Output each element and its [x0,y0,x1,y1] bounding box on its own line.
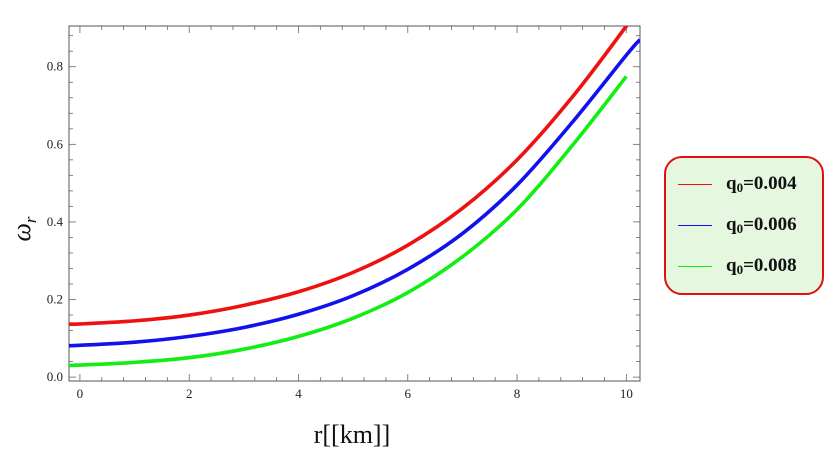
series-line-0 [69,26,629,326]
legend-label: q0=0.008 [726,254,797,277]
plot-frame [68,25,641,382]
legend: q0=0.004 q0=0.006 q0=0.008 [664,156,824,295]
x-tick-label: 8 [514,386,521,401]
y-axis-title-main: ω [7,223,36,241]
y-tick-label: 0.2 [47,292,63,307]
x-tick-label: 10 [620,386,633,401]
y-axis-title: ωr [7,216,40,241]
x-tick-label: 2 [186,386,193,401]
legend-item: q0=0.004 [678,173,797,195]
series-line-1 [69,38,640,348]
legend-swatch-green [678,265,712,267]
svg-text:ωr: ωr [7,216,40,241]
legend-label: q0=0.004 [726,172,797,195]
x-tick-label: 4 [295,386,302,401]
y-tick-label: 0.8 [47,59,63,74]
legend-label: q0=0.006 [726,213,797,236]
legend-item: q0=0.008 [678,255,797,277]
legend-item: q0=0.006 [678,214,797,236]
legend-swatch-red [678,183,712,185]
y-tick-label: 0.6 [47,136,64,151]
series-lines [69,26,640,368]
legend-swatch-blue [678,224,712,226]
y-axis-title-subscript: r [21,216,40,223]
x-tick-label: 0 [77,386,84,401]
y-tick-label: 0.4 [47,214,64,229]
axis-ticks: 0 2 4 6 8 10 0.0 0.2 0.4 0.6 0.8 [47,26,640,401]
y-tick-label: 0.0 [47,369,63,384]
series-line-2 [69,75,628,368]
x-tick-label: 6 [405,386,412,401]
x-axis-title: r[[km]] [314,420,391,449]
